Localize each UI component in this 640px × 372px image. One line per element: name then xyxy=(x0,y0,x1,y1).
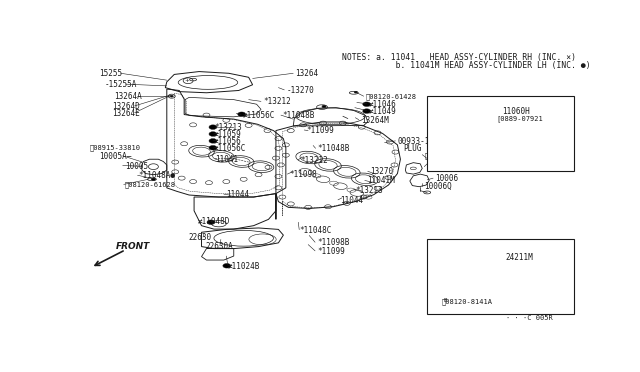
Text: *11099: *11099 xyxy=(317,247,345,256)
Circle shape xyxy=(454,109,460,112)
Text: PLUG: PLUG xyxy=(403,144,422,153)
Text: 10006Q: 10006Q xyxy=(424,182,452,190)
Text: *13212: *13212 xyxy=(300,156,328,165)
Text: Ⓑ08120-8141A: Ⓑ08120-8141A xyxy=(442,298,493,305)
Text: *11099: *11099 xyxy=(306,126,334,135)
Bar xyxy=(428,240,573,314)
Text: *11048B: *11048B xyxy=(282,111,315,120)
Text: -13270: -13270 xyxy=(286,86,314,95)
Text: 11041M: 11041M xyxy=(367,176,394,186)
Text: ≠11059: ≠11059 xyxy=(214,130,242,139)
Text: 13264A: 13264A xyxy=(114,92,141,101)
Circle shape xyxy=(209,139,217,143)
Text: 11060H: 11060H xyxy=(506,107,533,116)
Text: 13264M: 13264M xyxy=(361,116,388,125)
Text: · · ·C 005R: · · ·C 005R xyxy=(506,315,552,321)
Text: 22630A: 22630A xyxy=(205,242,233,251)
Circle shape xyxy=(207,220,215,225)
Circle shape xyxy=(355,92,357,93)
Circle shape xyxy=(363,102,371,106)
Text: 24211M: 24211M xyxy=(506,253,533,262)
Text: 13264D: 13264D xyxy=(112,102,140,111)
Text: 13264: 13264 xyxy=(295,69,318,78)
Circle shape xyxy=(489,269,496,273)
Text: 10005A—: 10005A— xyxy=(99,152,131,161)
Circle shape xyxy=(170,95,173,97)
Text: ≠11056: ≠11056 xyxy=(214,137,242,146)
Circle shape xyxy=(152,178,156,180)
Text: Ⓑ08120-8141A: Ⓑ08120-8141A xyxy=(444,298,495,305)
Text: *13213: *13213 xyxy=(356,186,383,195)
Text: *11048A●: *11048A● xyxy=(138,171,175,180)
Text: 11044: 11044 xyxy=(340,196,363,205)
Circle shape xyxy=(223,263,231,268)
Text: ⓜ08915-33810: ⓜ08915-33810 xyxy=(90,144,141,151)
Text: b. 11041M HEAD ASSY-CYLINDER LH (INC. ●): b. 11041M HEAD ASSY-CYLINDER LH (INC. ●) xyxy=(342,61,591,70)
Text: *13213: *13213 xyxy=(214,123,242,132)
Text: [0889-07921: [0889-07921 xyxy=(499,116,546,122)
Bar xyxy=(428,96,573,171)
Text: NOTES: a. 11041   HEAD ASSY-CYLINDER RH (INC. ×): NOTES: a. 11041 HEAD ASSY-CYLINDER RH (I… xyxy=(342,53,576,62)
Text: *11098B: *11098B xyxy=(317,238,349,247)
Text: 11041: 11041 xyxy=(215,155,238,164)
Text: Ⓑ08120-61428: Ⓑ08120-61428 xyxy=(365,93,417,100)
Circle shape xyxy=(363,109,371,113)
Circle shape xyxy=(209,125,217,129)
Text: 13264E: 13264E xyxy=(112,109,140,118)
Text: Ⓑ08170-8201A: Ⓑ08170-8201A xyxy=(424,152,476,158)
Text: 11060H: 11060H xyxy=(502,107,531,116)
Text: ≠11048D: ≠11048D xyxy=(198,217,230,226)
Text: 22630: 22630 xyxy=(188,233,211,242)
Text: ≠11056C: ≠11056C xyxy=(214,144,246,153)
Text: ≠11046: ≠11046 xyxy=(369,100,396,109)
Text: 13270: 13270 xyxy=(370,167,393,176)
Text: 10005: 10005 xyxy=(125,161,148,171)
Text: 24211M: 24211M xyxy=(508,253,535,262)
Text: ≠11056C: ≠11056C xyxy=(243,110,275,120)
Text: -15255A: -15255A xyxy=(105,80,137,89)
Text: 10006: 10006 xyxy=(435,174,458,183)
Circle shape xyxy=(237,112,246,116)
Text: 00933-1301A: 00933-1301A xyxy=(397,137,448,146)
Text: +: + xyxy=(184,78,189,83)
Text: *11048B: *11048B xyxy=(317,144,349,153)
Circle shape xyxy=(209,145,217,150)
Text: 11044: 11044 xyxy=(226,190,249,199)
Text: ≠11024B: ≠11024B xyxy=(228,262,260,271)
Text: FRONT: FRONT xyxy=(116,243,150,251)
Text: *11098: *11098 xyxy=(289,170,317,179)
Text: 15255: 15255 xyxy=(99,69,122,78)
Text: B: B xyxy=(444,298,447,303)
Text: *13212: *13212 xyxy=(264,97,291,106)
Text: *11048C: *11048C xyxy=(300,226,332,235)
Text: Ⓑ08120-61628: Ⓑ08120-61628 xyxy=(125,182,175,188)
Text: [0889-07921: [0889-07921 xyxy=(497,116,543,122)
Text: ≠11049: ≠11049 xyxy=(369,107,396,116)
Circle shape xyxy=(322,105,326,108)
Text: 10006I: 10006I xyxy=(429,160,457,169)
Circle shape xyxy=(209,132,217,136)
